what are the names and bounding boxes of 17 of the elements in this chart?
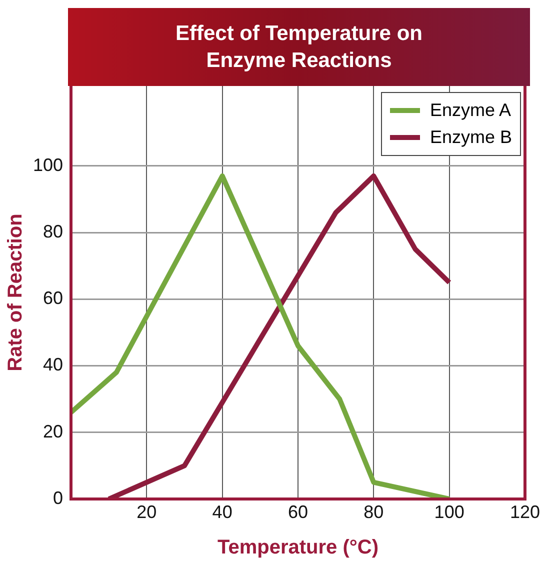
- x-tick-label: 40: [212, 502, 232, 522]
- chart-title: Effect of Temperature on Enzyme Reactions: [174, 20, 424, 74]
- x-tick-label: 20: [136, 502, 157, 522]
- y-tick-label: 0: [52, 488, 63, 508]
- y-tick-label: 20: [42, 421, 63, 442]
- x-tick-label: 100: [434, 502, 464, 522]
- y-axis-title: Rate of Reaction: [4, 214, 27, 372]
- x-tick-label: 80: [364, 502, 384, 522]
- y-tick-label: 40: [42, 354, 63, 375]
- x-axis-title: Temperature (°C): [217, 536, 378, 559]
- y-tick-label: 60: [42, 288, 63, 308]
- legend-label: Enzyme A: [430, 99, 512, 122]
- y-tick-label: 100: [32, 154, 63, 175]
- legend-label: Enzyme B: [430, 126, 512, 149]
- y-tick-label: 80: [42, 222, 63, 242]
- x-tick-label: 120: [510, 502, 540, 522]
- x-tick-label: 60: [288, 502, 308, 522]
